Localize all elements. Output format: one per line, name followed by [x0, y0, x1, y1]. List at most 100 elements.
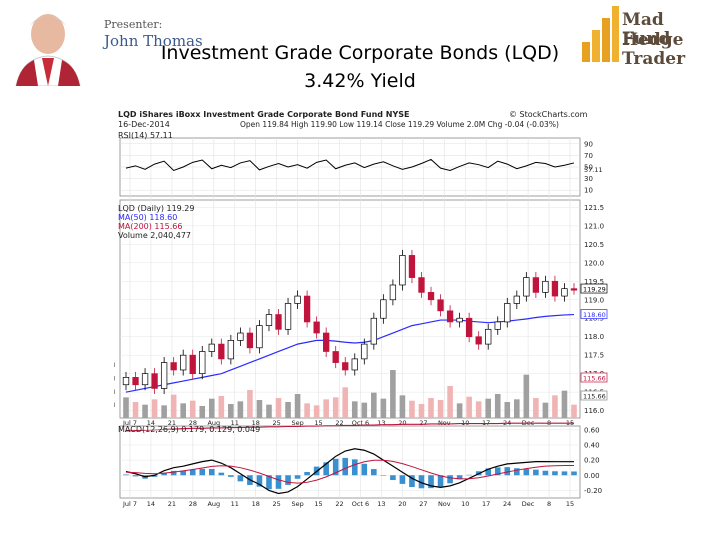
x-tick-label-bottom: 11 [231, 500, 239, 508]
rsi-last-label: 57.11 [584, 166, 603, 174]
x-tick-label-bottom: Oct 6 [352, 500, 369, 508]
volume-tick-label: 4M [114, 389, 115, 396]
x-tick-label: 27 [419, 419, 427, 427]
macd-histogram-bar [371, 469, 377, 476]
macd-line [125, 448, 574, 495]
volume-bar [447, 386, 453, 418]
macd-histogram-bar [418, 475, 425, 489]
volume-bar [151, 399, 158, 418]
presenter-block: Presenter: John Thomas [8, 6, 208, 86]
volume-tick-label: 8M [114, 362, 115, 369]
x-tick-label: Aug [207, 419, 220, 427]
macd-histogram-bar [542, 470, 549, 476]
volume-bar [189, 400, 196, 418]
volume-bar [313, 405, 320, 418]
volume-bar [409, 400, 415, 418]
macd-histogram-bar [161, 472, 167, 476]
slide-title: Investment Grade Corporate Bonds (LQD) [160, 42, 560, 64]
volume-bar [256, 400, 263, 418]
x-tick-label: 15 [314, 419, 322, 427]
volume-bar [132, 402, 139, 418]
x-tick-label-bottom: 20 [398, 500, 406, 508]
macd-histogram-bar [123, 474, 129, 476]
candle-body [218, 343, 225, 360]
candle-body [141, 373, 149, 386]
logo-text-line2: Fund Trader [622, 29, 686, 69]
x-tick-label: Oct 6 [352, 419, 369, 427]
candle-body [122, 377, 130, 386]
candle-body [151, 373, 158, 389]
macd-histogram-bar [218, 472, 225, 476]
x-tick-label-bottom: 28 [189, 500, 197, 508]
macd-histogram-bar [456, 475, 463, 480]
macd-histogram-bar [390, 475, 396, 481]
volume-bar [466, 396, 472, 418]
price-panel [119, 199, 581, 419]
candle-body [465, 317, 473, 338]
candle-body [199, 351, 206, 375]
candle-body [275, 314, 282, 330]
volume-bar [123, 397, 129, 418]
macd-label: MACD(12,26,9) 0.179, 0.129, 0.049 [118, 425, 261, 434]
candle-body [399, 255, 406, 286]
macd-histogram-bar [151, 475, 158, 477]
x-tick-label-bottom: 22 [335, 500, 343, 508]
volume-bar [390, 370, 396, 418]
rsi-line [125, 158, 575, 172]
candle-body [561, 288, 568, 297]
volume-bar [332, 397, 339, 418]
volume-bar [494, 394, 501, 418]
price-tick-label: 116.0 [584, 407, 604, 415]
volume-bar [571, 404, 577, 418]
candle-body [551, 280, 559, 297]
volume-right-label: 115.66 [583, 393, 606, 401]
volume-bar [428, 398, 434, 418]
candle-body [294, 295, 301, 304]
candle-body [303, 295, 311, 323]
volume-bar [418, 404, 425, 418]
macd-histogram-bar [189, 469, 196, 476]
macd-histogram-bar [180, 470, 186, 476]
candle-body [437, 299, 444, 312]
macd-histogram-bar [380, 475, 387, 476]
candle-body [227, 340, 235, 360]
volume-bar [208, 398, 215, 418]
volume-bar [361, 402, 368, 418]
volume-bar [247, 390, 253, 418]
volume-bar [285, 402, 291, 418]
macd-tick-label: 0.40 [584, 441, 600, 449]
candle-body [265, 314, 273, 326]
volume-bar [342, 387, 349, 418]
volume-bar [475, 401, 482, 418]
candle-body [542, 280, 549, 293]
x-tick-label: 28 [189, 419, 197, 427]
macd-histogram-bar [552, 471, 558, 476]
chart-canvas: Jul 7 Jul 7 14 14 21 21 28 28 Aug Aug 11 11 18 18 25 25… [114, 137, 608, 508]
rsi-label: RSI(14) 57.11 [118, 131, 173, 140]
candle-body [313, 321, 320, 334]
volume-bar [142, 404, 148, 418]
macd-histogram-bar [256, 475, 263, 487]
slide-subtitle: 3.42% Yield [304, 70, 416, 92]
macd-histogram-bar [275, 475, 282, 489]
x-tick-label-bottom: 15 [566, 500, 574, 508]
macd-histogram-bar [199, 468, 206, 476]
volume-bar [294, 394, 301, 418]
volume-bar [504, 402, 511, 418]
x-tick-label-bottom: 27 [419, 500, 427, 508]
volume-bar [561, 390, 568, 418]
price-tick-label: 120.5 [584, 241, 604, 249]
x-tick-label-bottom: Nov [438, 500, 451, 508]
candle-body [284, 303, 292, 330]
x-tick-label-bottom: Sep [291, 500, 303, 508]
x-tick-label: 22 [335, 419, 343, 427]
presenter-label: Presenter: [104, 18, 163, 31]
price-tick-label: 120.0 [584, 259, 604, 267]
presenter-photo [8, 6, 90, 86]
price-legend-0: LQD (Daily) 119.29 [118, 204, 195, 213]
price-legend-3: Volume 2,040,477 [118, 231, 192, 240]
x-tick-label-bottom: Aug [207, 500, 220, 508]
macd-histogram-bar [132, 475, 139, 477]
candle-body [370, 317, 377, 345]
candle-body [408, 255, 416, 278]
